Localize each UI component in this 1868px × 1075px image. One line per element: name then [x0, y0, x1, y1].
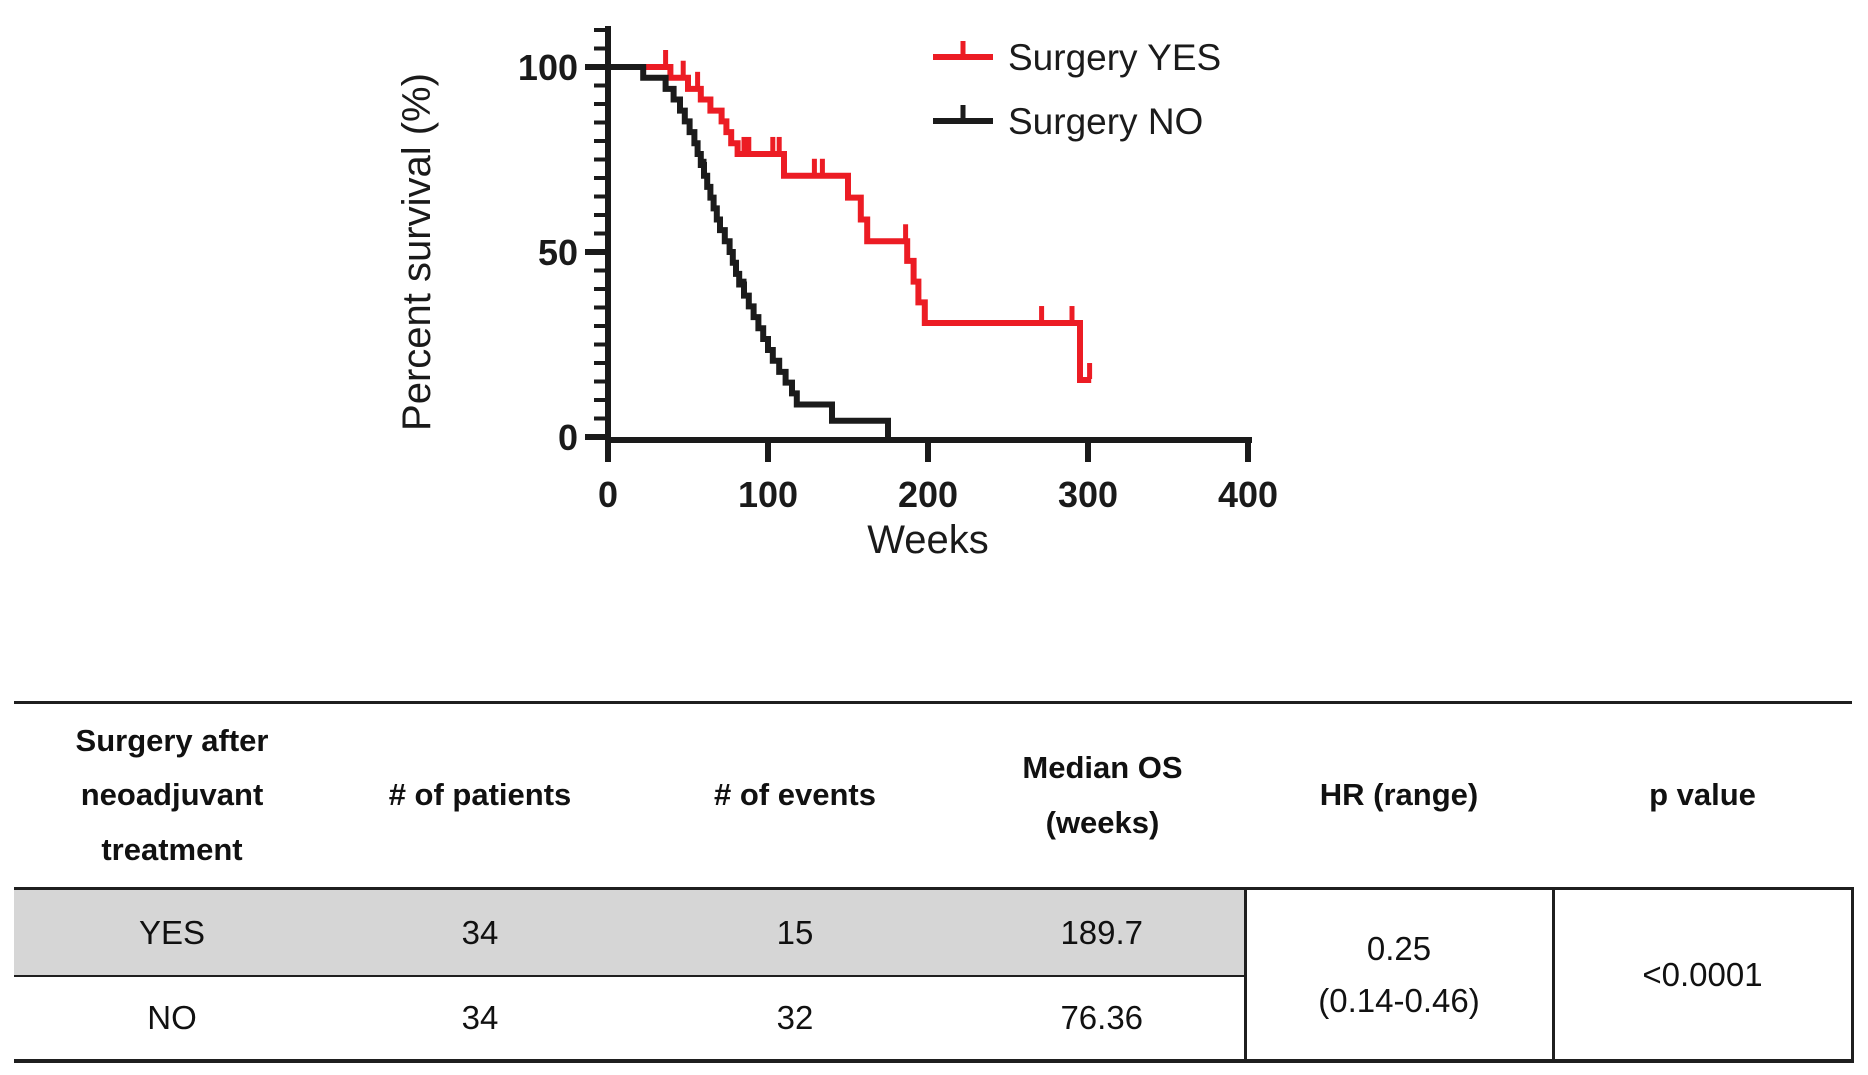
x-tick-label-400: 400	[1218, 474, 1278, 515]
cell-median-os-no: 76.36	[1060, 999, 1144, 1036]
y-axis-label: Percent survival (%)	[395, 73, 439, 431]
legend-label-surgery-no: Surgery NO	[1008, 101, 1203, 142]
cell-patients-yes: 34	[330, 888, 630, 977]
x-tick-label-0: 0	[598, 474, 618, 515]
y-tick-label-50: 50	[538, 232, 578, 273]
cell-median-os-yes: 189.7	[960, 888, 1245, 977]
legend-label-surgery-yes: Surgery YES	[1008, 37, 1221, 78]
table-row-yes: YES 34 15 189.7 0.25 (0.14-0.46) <0.0001	[14, 888, 1854, 1061]
x-tick-label-100: 100	[738, 474, 798, 515]
y-tick-label-0: 0	[558, 417, 578, 458]
cell-p-value: <0.0001	[1553, 888, 1854, 1061]
km-curve-surgery-no	[608, 64, 891, 437]
cell-patients-no: 34	[461, 999, 499, 1036]
km-curve-surgery-yes	[608, 64, 1092, 384]
km-survival-chart: 0 50 100 0 100 200 300 400 Percent survival (%) W…	[395, 26, 1278, 562]
y-tick-label-100: 100	[518, 47, 578, 88]
table-header-row: Surgery after neoadjuvant treatment # of…	[14, 702, 1852, 890]
col-header-num-events: # of events	[630, 702, 960, 890]
cell-events-yes: 15	[630, 888, 960, 977]
x-axis-label: Weeks	[867, 518, 989, 562]
col-header-median-os: Median OS (weeks)	[960, 702, 1245, 890]
col-header-num-patients: # of patients	[330, 702, 630, 890]
table-row-no: NO 34 32 76.36	[14, 976, 1852, 1061]
stats-table: Surgery after neoadjuvant treatment # of…	[14, 701, 1854, 1063]
cell-group-no: NO	[147, 999, 197, 1036]
col-header-p-value: p value	[1553, 702, 1852, 890]
x-tick-label-300: 300	[1058, 474, 1118, 515]
cell-hr-range: 0.25 (0.14-0.46)	[1243, 888, 1555, 1061]
cell-group-yes: YES	[14, 888, 330, 977]
col-header-surgery-group: Surgery after neoadjuvant treatment	[14, 702, 330, 890]
cell-events-no: 32	[776, 999, 814, 1036]
col-header-hr-range: HR (range)	[1245, 702, 1553, 890]
x-tick-label-200: 200	[898, 474, 958, 515]
